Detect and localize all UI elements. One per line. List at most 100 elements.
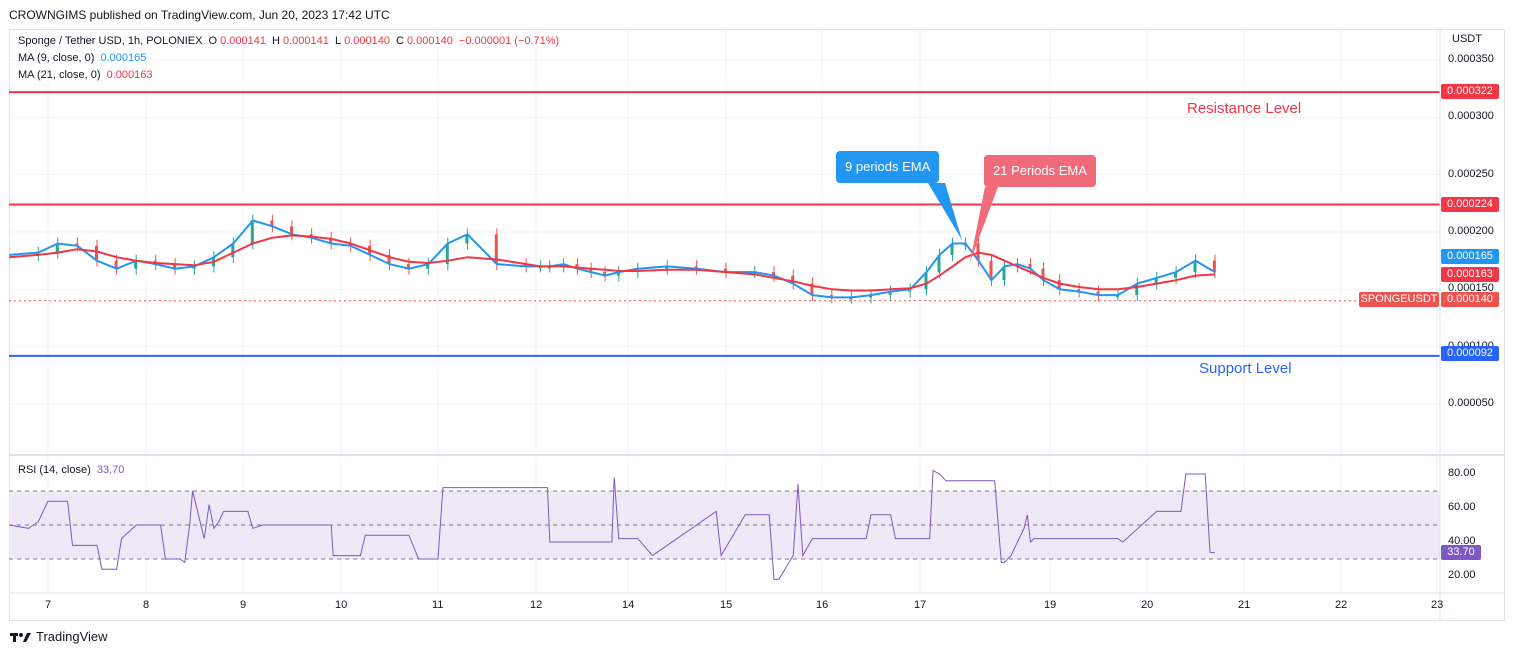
candle	[348, 243, 352, 246]
tradingview-footer[interactable]: TradingView	[10, 629, 108, 644]
time-tick-label: 19	[1044, 599, 1057, 611]
time-tick-label: 10	[335, 599, 348, 611]
ma21-legend: MA (21, close, 0) 0.000163	[18, 69, 156, 81]
last-price-tag: 0.000140	[1441, 292, 1499, 307]
rsi-last-tag: 33.70	[1441, 545, 1481, 560]
rsi-tick-label: 20.00	[1448, 569, 1476, 581]
callout-arrows	[928, 183, 998, 262]
candle	[950, 243, 954, 255]
candle	[561, 264, 565, 267]
price-tick-label: 0.000200	[1448, 225, 1494, 237]
candle	[869, 295, 872, 298]
candle	[575, 264, 579, 269]
symbol-legend: Sponge / Tether USD, 1h, POLONIEX O 0.000…	[18, 35, 562, 47]
ma9-legend: MA (9, close, 0) 0.000165	[18, 52, 149, 64]
candle	[387, 254, 391, 265]
ema9-callout: 9 periods EMA	[836, 151, 940, 183]
candle	[290, 226, 293, 235]
candle	[603, 272, 606, 276]
candle	[810, 283, 814, 296]
candle	[1002, 266, 1006, 281]
candle	[1193, 260, 1197, 273]
candle	[752, 272, 756, 275]
candle	[616, 272, 620, 276]
candle	[231, 243, 235, 258]
time-tick-label: 15	[720, 599, 733, 611]
candle	[1096, 291, 1100, 296]
candle	[665, 266, 669, 269]
candle	[937, 254, 941, 273]
candle	[329, 237, 333, 244]
support-tag: 0.000092	[1441, 346, 1499, 361]
candle	[724, 268, 727, 273]
rsi-tick-label: 80.00	[1448, 467, 1476, 479]
time-tick-label: 17	[914, 599, 927, 611]
rsi-label: RSI (14, close)	[18, 464, 91, 476]
candle	[250, 220, 254, 244]
candle	[406, 264, 410, 269]
candle	[829, 295, 833, 298]
open-value: 0.000141	[220, 35, 266, 47]
candle	[173, 264, 177, 269]
time-tick-label: 11	[432, 599, 444, 611]
price-tick-label: 0.000300	[1448, 110, 1494, 123]
time-tick-label: 7	[45, 599, 52, 611]
support-level-label: Support Level	[1199, 360, 1292, 377]
high-label: H	[272, 35, 280, 47]
candle	[888, 291, 892, 296]
close-label: C	[396, 35, 404, 47]
time-tick-label: 12	[530, 599, 543, 611]
candle	[494, 234, 498, 265]
rsi-tick-label: 60.00	[1448, 501, 1476, 513]
candle	[1154, 277, 1158, 284]
candle	[445, 243, 449, 265]
candle	[989, 260, 993, 281]
symbol-line: Sponge / Tether USD, 1h, POLONIEX	[18, 35, 203, 47]
ma9-line	[9, 219, 1216, 299]
time-tick-label: 20	[1141, 599, 1154, 611]
change-value: −0.000001 (−0.71%)	[458, 35, 560, 47]
close-value: 0.000140	[406, 35, 453, 47]
resistance-top-tag: 0.000322	[1441, 84, 1499, 99]
candle	[924, 272, 928, 290]
candle	[134, 260, 138, 269]
tradingview-wordmark: TradingView	[36, 629, 108, 644]
candle	[36, 252, 40, 255]
high-value: 0.000141	[282, 35, 329, 47]
rsi-legend: RSI (14, close) 33.70	[18, 464, 127, 476]
ema9-arrow	[928, 183, 962, 240]
ema21-arrow	[970, 187, 998, 262]
candle	[772, 272, 775, 276]
published-line: CROWNGIMS published on TradingView.com, …	[9, 8, 390, 22]
candle	[465, 234, 469, 244]
ma9-label: MA (9, close, 0)	[18, 52, 95, 64]
rsi-line	[9, 469, 1215, 580]
candle	[426, 264, 430, 269]
candle	[524, 264, 528, 267]
candle	[1135, 283, 1139, 296]
candle	[1174, 272, 1178, 278]
symbol-tag: SPONGEUSDT	[1359, 292, 1439, 307]
candle	[1028, 264, 1032, 269]
time-tick-label: 8	[143, 599, 150, 611]
ma-series	[9, 219, 1216, 299]
ma21-line	[9, 234, 1215, 292]
price-tick-label: 0.000050	[1448, 397, 1494, 409]
candles	[36, 214, 1216, 304]
time-tick-label: 14	[622, 599, 635, 611]
ma21-value: 0.000163	[106, 69, 153, 81]
rsi-value: 33.70	[96, 464, 125, 476]
ma21-label: MA (21, close, 0)	[18, 69, 101, 81]
ema21-callout: 21 Periods EMA	[984, 155, 1096, 187]
candle	[694, 266, 698, 269]
time-tick-label: 22	[1335, 599, 1348, 611]
candle	[791, 275, 795, 284]
rsi-tick-label: 40.00	[1448, 535, 1476, 547]
candle	[75, 243, 79, 246]
tradingview-logo-icon	[10, 632, 31, 642]
candle	[1057, 280, 1061, 290]
time-tick-label: 16	[816, 599, 829, 611]
low-value: 0.000140	[344, 35, 390, 47]
ma9-tag: 0.000165	[1441, 249, 1499, 264]
